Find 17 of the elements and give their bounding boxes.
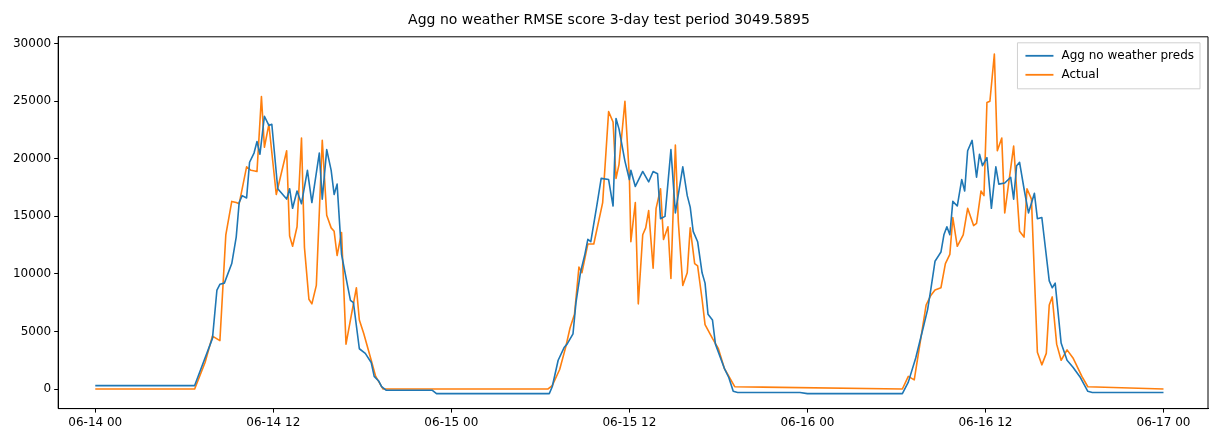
x-tick-label: 06-16 00 <box>780 414 835 429</box>
y-tick-label: 15000 <box>12 208 52 223</box>
x-tick-label: 06-16 12 <box>958 414 1013 429</box>
y-tick-label: 10000 <box>12 266 52 281</box>
chart-title: Agg no weather RMSE score 3-day test period 3049.5895 <box>408 11 810 28</box>
x-tick-label: 06-14 12 <box>246 414 301 429</box>
y-tick-label: 30000 <box>12 35 52 50</box>
y-tick-label: 5000 <box>20 323 52 338</box>
y-tick-label: 0 <box>43 381 52 396</box>
legend-label: Actual <box>1061 66 1100 81</box>
x-tick-label: 06-15 00 <box>424 414 479 429</box>
x-tick-label: 06-15 12 <box>602 414 657 429</box>
x-tick-label: 06-17 00 <box>1136 414 1191 429</box>
x-tick-label: 06-14 00 <box>68 414 123 429</box>
y-tick-label: 25000 <box>12 93 52 108</box>
y-tick-label: 20000 <box>12 150 52 165</box>
legend-label: Agg no weather preds <box>1061 47 1195 62</box>
